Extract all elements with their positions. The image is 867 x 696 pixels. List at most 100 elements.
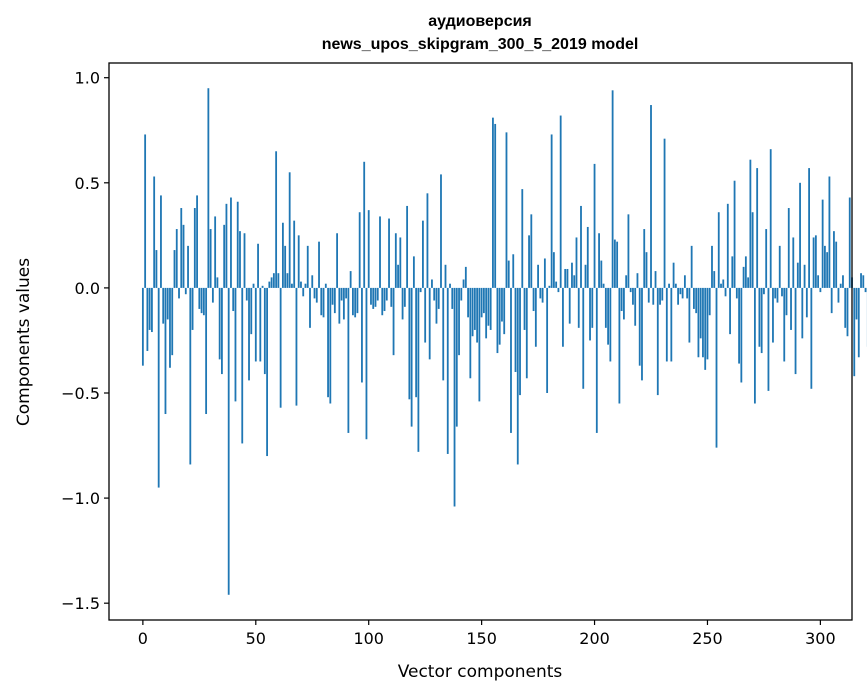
bar-85 [333,287,336,314]
bar-163 [510,287,512,433]
bar-168 [521,189,524,288]
bar-112 [394,233,397,288]
bar-192 [575,237,578,288]
bar-241 [686,287,689,299]
bar-74 [309,287,311,328]
bar-26 [200,287,203,314]
bar-39 [230,197,232,288]
bar-203 [600,260,603,288]
bar-79 [320,287,323,316]
bar-144 [467,287,469,318]
bar-36 [223,224,226,288]
bar-62 [281,222,284,288]
bar-281 [776,287,779,303]
bar-82 [327,287,329,398]
bar-109 [388,218,390,288]
bar-73 [306,245,309,288]
bar-227 [654,271,657,288]
bar-274 [760,287,763,354]
bar-44 [241,287,244,444]
bar-63 [284,245,287,288]
bar-176 [539,287,542,299]
bar-52 [259,287,262,362]
bar-229 [659,287,661,305]
bar-137 [451,287,454,309]
bar-49 [252,283,255,288]
bar-147 [473,287,476,330]
bar-9 [162,287,165,324]
bar-222 [643,229,646,288]
bar-293 [803,264,806,288]
bar-153 [487,287,490,326]
bar-61 [279,287,282,408]
bar-134 [444,264,447,288]
bar-0 [141,287,144,366]
bar-72 [304,283,307,288]
bar-157 [496,287,499,354]
bar-197 [586,226,589,288]
bar-295 [808,168,810,288]
bar-201 [595,287,598,433]
bar-129 [433,287,436,301]
bar-95 [356,287,359,314]
bar-66 [291,283,293,288]
bar-315 [853,287,856,377]
bar-78 [318,241,320,288]
bar-184 [557,287,560,293]
bar-278 [769,149,772,288]
bar-103 [374,287,377,307]
bar-178 [543,258,546,288]
bar-255 [717,212,720,288]
bar-27 [202,287,205,316]
chart-title-line-2: news_upos_skipgram_300_5_2019 model [322,36,639,53]
bar-23 [193,208,196,288]
bar-35 [221,287,223,375]
bar-210 [616,241,619,288]
bar-268 [747,277,750,288]
bar-111 [392,287,395,356]
bar-17 [180,208,183,288]
bar-12 [169,287,171,368]
bar-57 [270,277,273,288]
bar-104 [376,287,379,301]
bar-119 [410,287,413,427]
y-axis-ticks: 1.0 0.5 0.0 −0.5 −1.0 −1.5 [61,69,109,613]
bar-30 [209,229,212,288]
bar-60 [277,273,280,288]
bar-221 [641,287,643,381]
bar-115 [401,287,404,320]
bar-122 [417,287,420,452]
bar-146 [471,287,474,337]
y-tick-label-2: 0.0 [75,279,100,298]
bar-252 [711,245,713,288]
bar-301 [821,199,824,288]
bar-31 [211,287,214,303]
bar-68 [295,287,298,406]
bar-236 [674,283,677,288]
bar-319 [862,275,865,288]
bar-257 [722,279,725,288]
bar-235 [672,262,675,288]
bar-190 [571,262,573,288]
y-tick-label-4: −1.0 [61,489,100,508]
bar-240 [683,275,686,288]
bar-54 [263,287,266,375]
bar-219 [636,273,639,288]
bar-92 [349,271,352,288]
bar-105 [379,216,381,288]
bar-288 [792,237,795,288]
bar-141 [460,287,463,301]
bar-233 [668,283,670,288]
bar-262 [733,180,736,288]
bar-213 [623,287,625,320]
bar-106 [381,287,384,316]
bar-296 [810,287,813,389]
bar-287 [790,287,792,330]
bar-89 [342,287,345,320]
y-tick-label-3: −0.5 [61,384,100,403]
bar-166 [516,287,519,465]
bar-127 [428,287,431,360]
bar-317 [857,287,860,358]
